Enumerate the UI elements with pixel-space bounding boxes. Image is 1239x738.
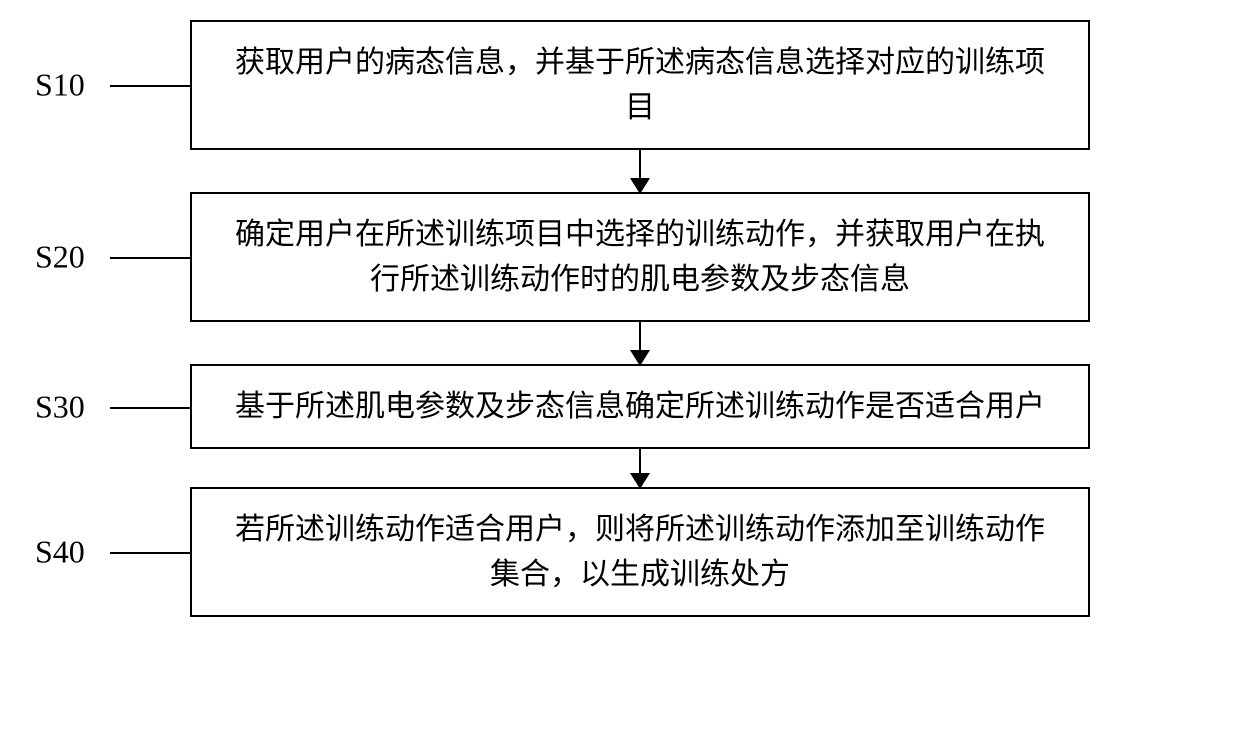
step-box-s10: 获取用户的病态信息，并基于所述病态信息选择对应的训练项目	[190, 20, 1090, 150]
step-row-2: S20 确定用户在所述训练项目中选择的训练动作，并获取用户在执行所述训练动作时的…	[190, 192, 1090, 322]
step-row-1: S10 获取用户的病态信息，并基于所述病态信息选择对应的训练项目	[190, 20, 1090, 150]
step-label-s30: S30	[35, 388, 85, 425]
step-box-s30: 基于所述肌电参数及步态信息确定所述训练动作是否适合用户	[190, 364, 1090, 449]
arrow-container-2	[190, 322, 1090, 364]
arrow-2	[639, 322, 641, 364]
label-connector	[110, 407, 190, 409]
step-label-s20: S20	[35, 239, 85, 276]
arrow-container-1	[190, 150, 1090, 192]
step-box-s40: 若所述训练动作适合用户，则将所述训练动作添加至训练动作集合，以生成训练处方	[190, 487, 1090, 617]
step-label-s40: S40	[35, 534, 85, 571]
step-row-3: S30 基于所述肌电参数及步态信息确定所述训练动作是否适合用户	[190, 364, 1090, 449]
step-box-s20: 确定用户在所述训练项目中选择的训练动作，并获取用户在执行所述训练动作时的肌电参数…	[190, 192, 1090, 322]
arrow-container-3	[190, 449, 1090, 487]
label-connector	[110, 85, 190, 87]
arrow-1	[639, 150, 641, 192]
step-row-4: S40 若所述训练动作适合用户，则将所述训练动作添加至训练动作集合，以生成训练处…	[190, 487, 1090, 617]
label-connector	[110, 552, 190, 554]
arrow-3	[639, 449, 641, 487]
label-connector	[110, 257, 190, 259]
flowchart-container: S10 获取用户的病态信息，并基于所述病态信息选择对应的训练项目 S20 确定用…	[190, 20, 1090, 617]
step-label-s10: S10	[35, 67, 85, 104]
